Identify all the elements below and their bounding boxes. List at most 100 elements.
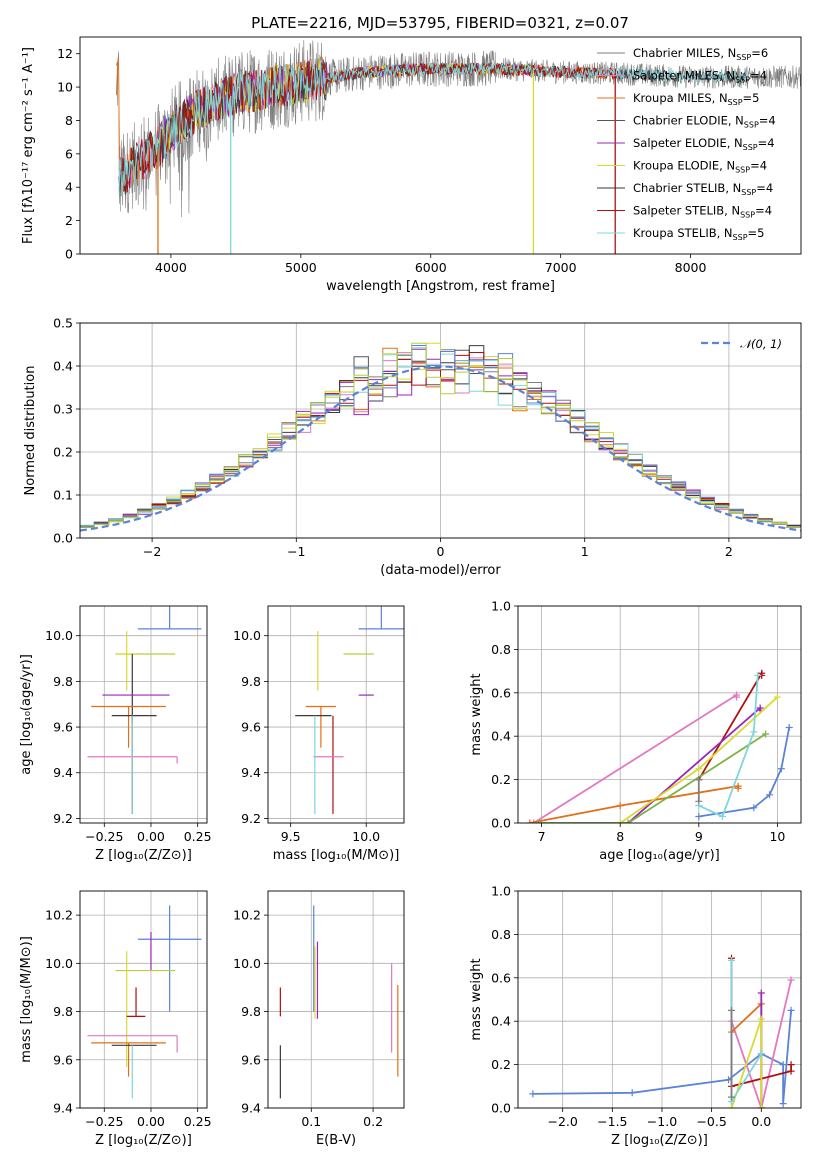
y-tick-label: 9.2 bbox=[53, 811, 73, 826]
y-axis-label: mass [log₁₀(M/M⊙)] bbox=[19, 936, 34, 1063]
x-tick-label: 4000 bbox=[155, 260, 187, 275]
x-tick-label: 0.0 bbox=[751, 1114, 771, 1129]
y-tick-label: 0.3 bbox=[53, 402, 73, 417]
y-tick-label: 2 bbox=[65, 213, 73, 228]
series-marker bbox=[695, 797, 703, 805]
series-marker bbox=[787, 976, 795, 984]
x-tick-label: −0.25 bbox=[85, 1114, 123, 1129]
panel-mass-vs-Z: −0.25 0.00 0.25 9.4 9.6 9.8 10.0 10.2 Z [log₁₀(Z… bbox=[19, 890, 212, 1148]
y-tick-label: 9.8 bbox=[53, 674, 73, 689]
series-marker bbox=[757, 1015, 765, 1023]
normal-curve bbox=[80, 365, 801, 532]
series-marker bbox=[624, 819, 632, 823]
spectrum-model-line bbox=[118, 61, 617, 193]
series-marker bbox=[766, 791, 774, 799]
x-tick-label: 0.25 bbox=[184, 1114, 212, 1129]
histogram-step bbox=[80, 345, 801, 528]
series-marker bbox=[757, 1104, 765, 1108]
y-tick-label: 0.6 bbox=[491, 970, 511, 985]
y-tick-label: 0.6 bbox=[491, 685, 511, 700]
x-tick-label: 10.0 bbox=[352, 829, 380, 844]
x-tick-label: −0.5 bbox=[696, 1114, 726, 1129]
series-marker bbox=[695, 812, 703, 820]
axes-frame bbox=[79, 605, 208, 824]
y-tick-label: 9.8 bbox=[241, 1004, 261, 1019]
series-marker bbox=[718, 812, 726, 820]
legend-entry: Chabrier ELODIE, NSSP=4 bbox=[633, 114, 776, 130]
legend-entry: Salpeter STELIB, NSSP=4 bbox=[633, 204, 772, 220]
x-tick-label: 0.00 bbox=[137, 1114, 165, 1129]
legend-entry: Salpeter ELODIE, NSSP=4 bbox=[633, 136, 775, 152]
y-tick-label: 0.1 bbox=[53, 488, 73, 503]
series-line bbox=[730, 979, 792, 1108]
x-tick-label: 7 bbox=[538, 829, 546, 844]
x-tick-label: 2 bbox=[725, 544, 733, 559]
series-line bbox=[698, 670, 763, 781]
y-tick-label: 12 bbox=[57, 46, 73, 61]
x-tick-label: −1.5 bbox=[597, 1114, 627, 1129]
y-tick-label: 4 bbox=[65, 180, 73, 195]
x-axis-label: Z [log₁₀(Z/Z⊙)] bbox=[611, 1133, 708, 1148]
y-tick-label: 0.2 bbox=[491, 1057, 511, 1072]
y-tick-label: 0.0 bbox=[491, 816, 511, 831]
x-tick-label: −0.25 bbox=[85, 829, 123, 844]
series-marker bbox=[727, 1104, 735, 1108]
series-marker bbox=[757, 989, 765, 997]
y-tick-label: 6 bbox=[65, 146, 73, 161]
y-tick-label: 10.0 bbox=[45, 956, 73, 971]
y-tick-label: 9.4 bbox=[241, 1101, 261, 1116]
x-tick-label: 9.5 bbox=[281, 829, 301, 844]
series-marker bbox=[777, 765, 785, 773]
y-axis-label: mass weight bbox=[469, 673, 484, 755]
y-axis-label: mass weight bbox=[469, 958, 484, 1040]
y-tick-label: 0.4 bbox=[53, 359, 73, 374]
y-tick-label: 8 bbox=[65, 113, 73, 128]
y-tick-label: 10.0 bbox=[233, 628, 261, 643]
axes-frame bbox=[79, 890, 208, 1109]
series-line bbox=[698, 675, 759, 818]
y-tick-label: 0.2 bbox=[491, 772, 511, 787]
x-tick-label: 7000 bbox=[545, 260, 577, 275]
axes-frame bbox=[517, 890, 802, 1109]
axes-frame bbox=[79, 322, 802, 539]
panel-age-vs-Z: −0.25 0.00 0.25 9.2 9.4 9.6 9.8 10.0 Z [log₁₀(Z/… bbox=[19, 605, 212, 863]
series-marker bbox=[787, 1006, 795, 1014]
series-marker bbox=[526, 819, 534, 823]
series-marker bbox=[529, 1090, 537, 1098]
series-marker bbox=[695, 776, 703, 784]
y-tick-label: 10.2 bbox=[45, 908, 73, 923]
x-tick-label: −1.0 bbox=[647, 1114, 677, 1129]
x-axis-label: wavelength [Angstrom, rest frame] bbox=[326, 279, 555, 294]
y-tick-label: 9.6 bbox=[53, 720, 73, 735]
series-marker bbox=[757, 1050, 765, 1058]
x-axis-label: (data-model)/error bbox=[380, 563, 501, 578]
y-tick-label: 0.4 bbox=[491, 729, 511, 744]
series-marker bbox=[628, 1089, 636, 1097]
x-axis-label: Z [log₁₀(Z/Z⊙)] bbox=[95, 1133, 192, 1148]
y-tick-label: 9.8 bbox=[53, 1004, 73, 1019]
series-marker bbox=[750, 804, 758, 812]
x-tick-label: −2 bbox=[143, 544, 161, 559]
series-marker bbox=[779, 1061, 787, 1069]
series-marker bbox=[787, 1061, 795, 1069]
x-tick-label: 0.1 bbox=[301, 1114, 321, 1129]
legend-entry: Salpeter MILES, NSSP=4 bbox=[633, 69, 767, 85]
panel-age-vs-mass: 9.5 10.0 9.2 9.4 9.6 9.8 10.0 mass [log₁₀(M/M⊙)… bbox=[233, 605, 405, 863]
x-tick-label: −2.0 bbox=[548, 1114, 578, 1129]
y-tick-label: 9.4 bbox=[241, 765, 261, 780]
axes-frame bbox=[517, 605, 802, 824]
x-axis-label: mass [log₁₀(M/M⊙)] bbox=[273, 848, 400, 863]
panel-massweight-vs-age: 7 8 9 10 0.0 0.2 0.4 0.6 0.8 1.0 age [log₁₀(age/yr… bbox=[469, 599, 802, 863]
x-axis-label: age [log₁₀(age/yr)] bbox=[599, 848, 720, 863]
x-tick-label: 8000 bbox=[675, 260, 707, 275]
legend-entry: Kroupa ELODIE, NSSP=4 bbox=[633, 159, 767, 175]
y-tick-label: 10 bbox=[57, 80, 73, 95]
axes-frame bbox=[267, 890, 405, 1109]
y-tick-label: 0 bbox=[65, 247, 73, 262]
y-tick-label: 9.6 bbox=[53, 1052, 73, 1067]
y-tick-label: 0.4 bbox=[491, 1014, 511, 1029]
y-tick-label: 10.2 bbox=[233, 908, 261, 923]
panel-massweight-vs-Z: −2.0 −1.5 −1.0 −0.5 0.0 0.0 0.2 0.4 0.6 0.8 1.0 Z [… bbox=[469, 884, 802, 1148]
series-marker bbox=[727, 956, 735, 964]
